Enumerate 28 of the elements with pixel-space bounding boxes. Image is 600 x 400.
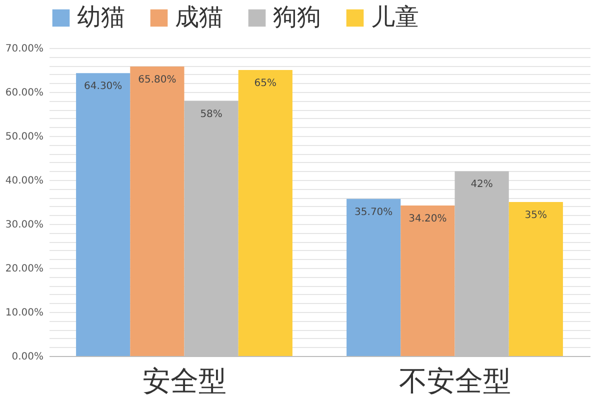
legend-label: 儿童 (371, 3, 419, 31)
data-label: 35.70% (354, 206, 393, 218)
y-tick-label: 30.00% (5, 220, 44, 230)
y-tick-label: 20.00% (5, 264, 44, 274)
bar (400, 206, 455, 356)
y-tick-label: 10.00% (5, 308, 44, 318)
y-tick-label: 50.00% (5, 132, 44, 142)
data-label: 65.80% (138, 74, 176, 86)
bar (346, 198, 401, 356)
x-tick-label: 安全型 (142, 364, 226, 398)
legend-label: 幼猫 (77, 3, 125, 31)
y-tick-label: 60.00% (5, 88, 44, 98)
data-label: 58% (200, 108, 222, 120)
bar (238, 70, 292, 356)
legend-label: 狗狗 (273, 3, 321, 31)
bar (76, 73, 130, 356)
data-label: 35% (524, 210, 548, 221)
bar (508, 202, 563, 356)
y-tick-label: 0.00% (12, 352, 44, 362)
y-tick-label: 40.00% (5, 176, 44, 186)
data-label: 42% (470, 179, 493, 190)
data-label: 65% (254, 78, 277, 89)
x-tick-label: 不安全型 (398, 364, 511, 398)
data-label: 64.30% (84, 81, 122, 92)
bar (130, 66, 184, 356)
data-label: 34.20% (408, 214, 447, 225)
legend-label: 成猫 (175, 3, 223, 31)
y-tick-label: 70.00% (5, 44, 44, 54)
